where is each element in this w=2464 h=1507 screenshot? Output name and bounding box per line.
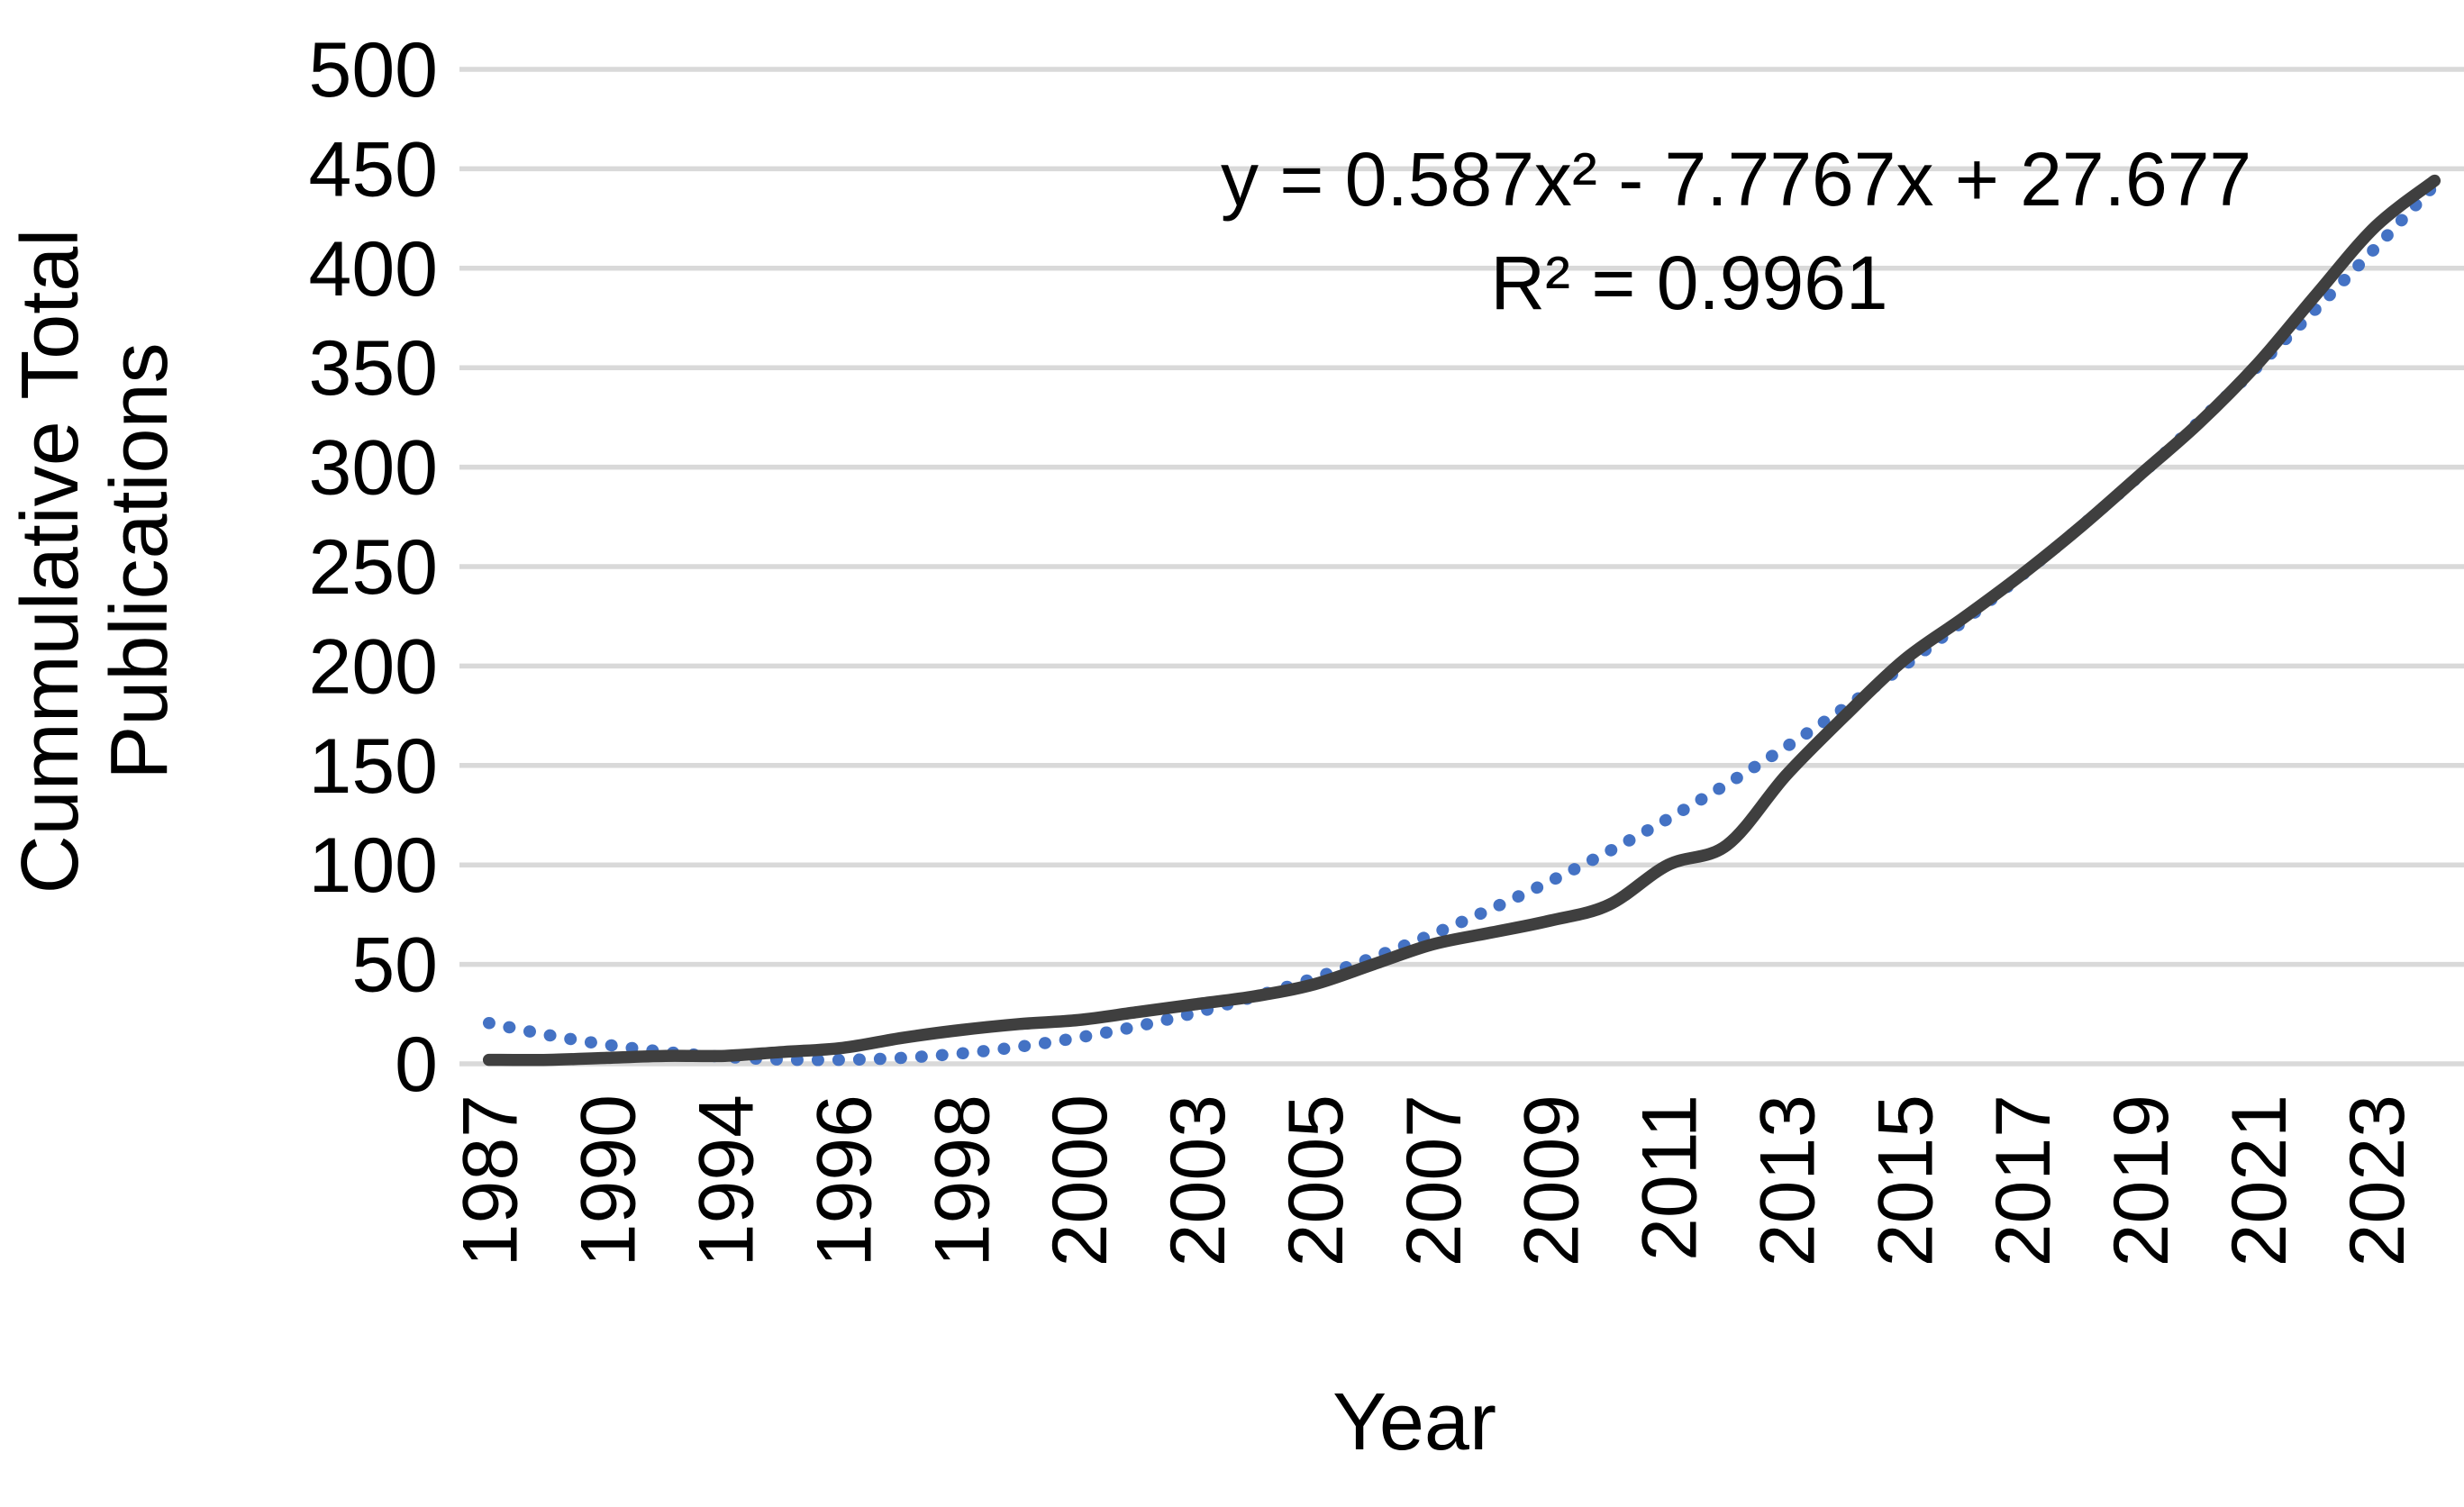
y-tick-label: 500 <box>309 27 439 113</box>
x-tick-label: 2005 <box>1273 1094 1359 1266</box>
trendline-equation: y = 0.587x² - 7.7767x + 27.677 <box>1221 137 2252 222</box>
x-tick-label: 2021 <box>2216 1094 2303 1266</box>
y-tick-label: 50 <box>351 922 438 1009</box>
y-tick-label: 400 <box>309 226 439 313</box>
x-tick-label: 1998 <box>919 1094 1005 1266</box>
x-tick-label: 1987 <box>448 1094 534 1266</box>
trendline-annotation: y = 0.587x² - 7.7767x + 27.677 R² = 0.99… <box>1221 128 2252 335</box>
x-tick-label: 2019 <box>2098 1094 2185 1266</box>
y-axis-title: Cummulative Total Publications <box>5 61 186 1061</box>
r-squared-label: R² = 0.9961 <box>1490 241 1888 325</box>
x-tick-label: 2000 <box>1037 1094 1123 1266</box>
y-tick-label: 350 <box>309 325 439 412</box>
y-axis-title-line2: Publications <box>95 342 185 780</box>
x-tick-label: 2009 <box>1509 1094 1596 1266</box>
y-tick-label: 250 <box>309 524 439 611</box>
y-tick-label: 100 <box>309 822 439 909</box>
x-tick-label: 2013 <box>1744 1094 1831 1266</box>
x-tick-label: 1994 <box>683 1094 769 1266</box>
x-tick-label: 2017 <box>1980 1094 2067 1266</box>
x-axis-title: Year <box>1332 1377 1496 1467</box>
x-tick-label: 2011 <box>1627 1094 1714 1261</box>
x-tick-label: 2007 <box>1391 1094 1477 1266</box>
x-tick-label: 2023 <box>2334 1094 2421 1266</box>
x-tick-label: 1996 <box>801 1094 887 1266</box>
y-tick-label: 200 <box>309 623 439 710</box>
y-tick-label: 450 <box>309 126 439 213</box>
x-tick-label: 2015 <box>1862 1094 1949 1266</box>
y-tick-label: 0 <box>395 1021 438 1108</box>
data-series <box>482 174 2441 1067</box>
y-tick-label: 300 <box>309 425 439 512</box>
y-tick-label: 150 <box>309 723 439 810</box>
x-tick-label: 1990 <box>566 1094 652 1266</box>
y-axis-title-line1: Cummulative Total <box>5 228 95 894</box>
x-tick-label: 2003 <box>1155 1094 1241 1266</box>
